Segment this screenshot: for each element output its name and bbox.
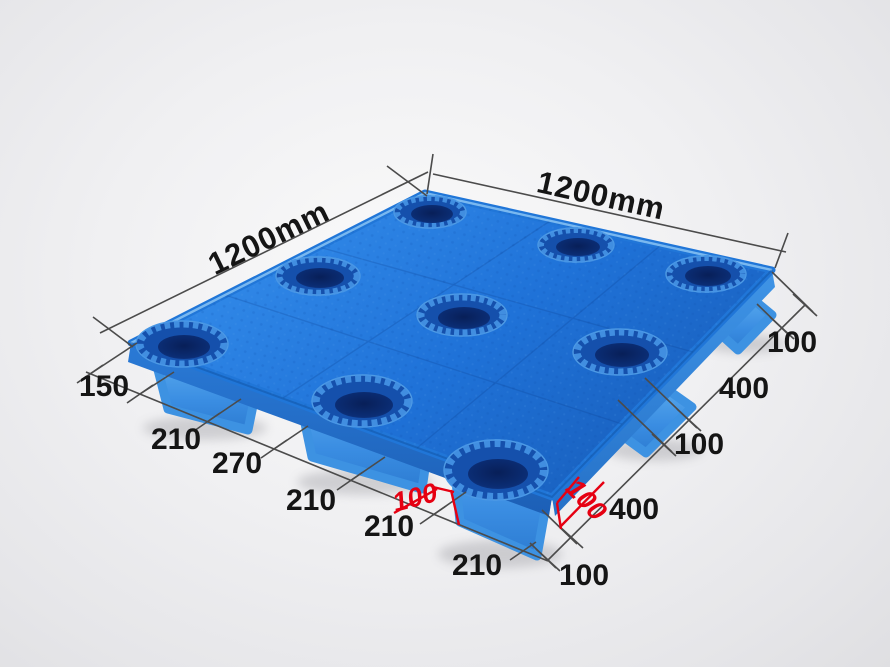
dim-label-left-150: 150: [78, 370, 130, 403]
dim-label-right-100-middle: 100: [673, 428, 725, 461]
pallet-cups: [135, 195, 747, 501]
dimension-lines: [76, 153, 818, 572]
dim-label-right-100-bottom: 100: [558, 559, 610, 592]
dim-label-right-100-top: 100: [766, 326, 818, 359]
fork-opening-leaders: [393, 476, 605, 530]
dim-label-left-210-1: 210: [150, 423, 202, 456]
dim-label-right-400-lower: 400: [608, 493, 660, 526]
dim-label-right-400-upper: 400: [718, 372, 770, 405]
dim-label-left-210-2: 210: [285, 484, 337, 517]
dim-label-left-270: 270: [211, 447, 263, 480]
dim-label-left-210-3: 210: [363, 510, 415, 543]
dim-label-left-210-4: 210: [451, 549, 503, 582]
